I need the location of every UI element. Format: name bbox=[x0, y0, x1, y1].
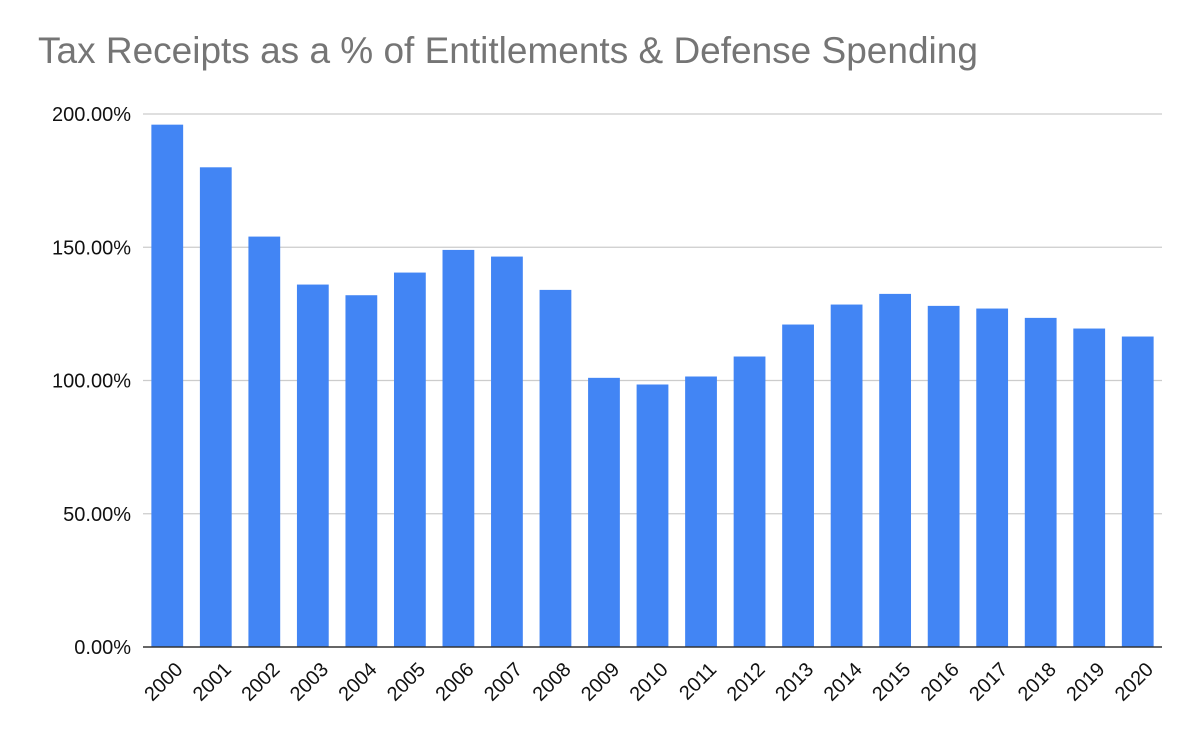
bar-2014[interactable] bbox=[830, 304, 863, 647]
bar-2012[interactable] bbox=[733, 356, 766, 647]
x-tick-label: 2004 bbox=[334, 659, 381, 706]
bar-2003[interactable] bbox=[296, 284, 329, 647]
bar-2007[interactable] bbox=[491, 256, 523, 647]
x-axis-tick-labels: 2000 2001 2002 2003 2004 2005 2006 2007 2008 2009… bbox=[140, 659, 1157, 706]
chart-title: Tax Receipts as a % of Entitlements & De… bbox=[38, 30, 978, 71]
x-tick-label: 2005 bbox=[383, 659, 430, 706]
bar-2018[interactable] bbox=[1024, 317, 1057, 647]
bar-2019[interactable] bbox=[1073, 328, 1106, 647]
bar-2008[interactable] bbox=[539, 289, 572, 647]
x-tick-label: 2001 bbox=[189, 659, 236, 706]
x-tick-label: 2012 bbox=[723, 659, 770, 706]
bar-2006[interactable] bbox=[442, 249, 475, 648]
bar-2015[interactable] bbox=[879, 293, 912, 647]
x-tick-label: 2006 bbox=[432, 659, 479, 706]
x-tick-label: 2010 bbox=[626, 659, 673, 706]
x-tick-label: 2000 bbox=[140, 659, 187, 706]
x-tick-label: 2018 bbox=[1014, 659, 1061, 706]
bars bbox=[151, 124, 1154, 648]
bar-2010[interactable] bbox=[636, 384, 669, 647]
x-tick-label: 2020 bbox=[1111, 659, 1158, 706]
bar-2005[interactable] bbox=[393, 272, 426, 647]
x-tick-label: 2014 bbox=[820, 659, 867, 706]
y-axis-tick-labels: 0.00% 50.00% 100.00% 150.00% 200.00% bbox=[52, 104, 131, 659]
bar-2001[interactable] bbox=[199, 167, 232, 648]
y-tick-label: 150.00% bbox=[52, 237, 131, 259]
x-tick-label: 2002 bbox=[237, 659, 284, 706]
bar-2000[interactable] bbox=[151, 124, 184, 647]
x-tick-label: 2007 bbox=[480, 659, 527, 706]
bar-2016[interactable] bbox=[927, 305, 960, 647]
bar-2017[interactable] bbox=[976, 308, 1009, 647]
x-tick-label: 2017 bbox=[965, 659, 1012, 706]
bar-2002[interactable] bbox=[248, 236, 281, 647]
bar-2020[interactable] bbox=[1121, 336, 1154, 647]
bar-2013[interactable] bbox=[782, 324, 814, 647]
y-tick-label: 200.00% bbox=[52, 104, 131, 126]
y-tick-label: 0.00% bbox=[74, 637, 131, 659]
x-tick-label: 2019 bbox=[1062, 659, 1109, 706]
x-tick-label: 2009 bbox=[577, 659, 624, 706]
y-tick-label: 100.00% bbox=[52, 371, 131, 393]
x-tick-label: 2011 bbox=[675, 659, 721, 705]
y-tick-label: 50.00% bbox=[63, 504, 131, 526]
x-tick-label: 2015 bbox=[868, 659, 915, 706]
x-tick-label: 2003 bbox=[286, 659, 333, 706]
bar-2004[interactable] bbox=[345, 295, 378, 647]
bar-2011[interactable] bbox=[685, 376, 717, 647]
bar-2009[interactable] bbox=[588, 377, 620, 647]
x-tick-label: 2016 bbox=[917, 659, 964, 706]
x-tick-label: 2008 bbox=[529, 659, 576, 706]
x-tick-label: 2013 bbox=[771, 659, 818, 706]
